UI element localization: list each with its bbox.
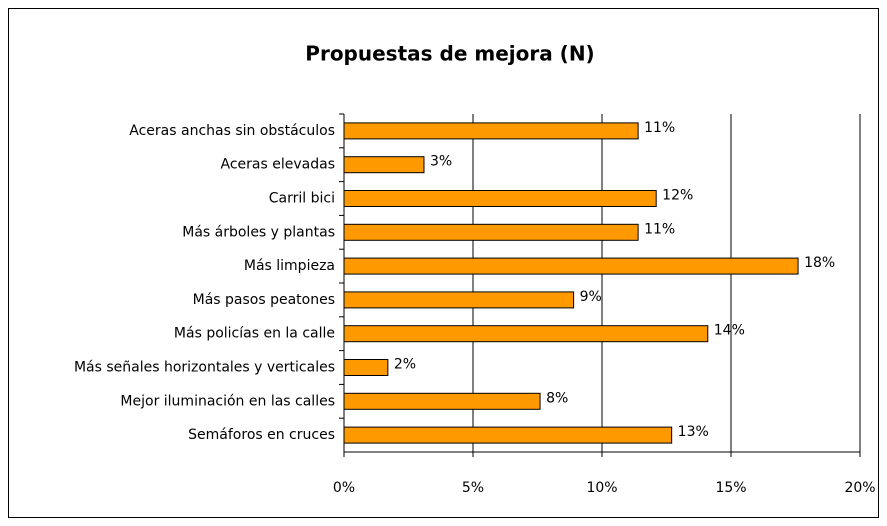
x-tick-label: 10% [586,480,617,496]
data-label: 8% [546,390,568,406]
y-tick-label: Mejor iluminación en las calles [120,393,335,409]
data-label: 9% [580,289,602,305]
y-tick-label: Más limpieza [244,258,335,274]
bar [343,190,657,207]
y-tick-label: Más señales horizontales y verticales [74,360,335,376]
data-label: 3% [430,154,452,170]
data-label: 11% [644,120,675,136]
data-label: 2% [394,357,416,373]
data-label: 14% [714,323,745,339]
data-label: 12% [662,188,693,204]
x-tick-label: 15% [715,480,746,496]
x-tick-label: 5% [462,480,484,496]
y-tick-label: Aceras anchas sin obstáculos [129,123,335,139]
bar [343,223,639,241]
data-label: 13% [678,424,709,440]
bar [343,359,389,376]
y-tick-label: Carril bici [269,191,335,207]
bar [343,392,541,410]
y-tick-label: Semáforos en cruces [188,427,335,443]
y-tick-label: Aceras elevadas [221,157,335,173]
x-tick-label: 0% [333,480,355,496]
chart-title: Propuestas de mejora (N) [305,42,594,66]
bar [343,257,799,275]
y-tick-label: Más policías en la calle [174,326,335,342]
y-tick-label: Más árboles y plantas [182,224,335,240]
bar [343,325,709,343]
x-tick-label: 20% [844,480,875,496]
bar [343,156,425,174]
data-label: 18% [804,255,835,271]
bar [343,426,673,444]
data-label: 11% [644,221,675,237]
bar [343,291,575,309]
y-tick-label: Más pasos peatones [193,292,335,308]
bar [343,122,639,140]
